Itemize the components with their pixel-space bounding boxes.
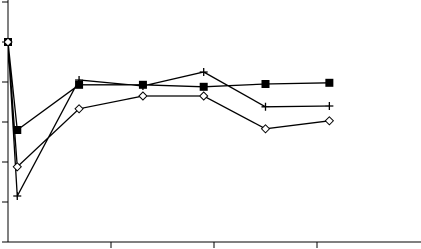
series-line — [7, 41, 330, 199]
marker — [74, 104, 84, 114]
marker — [199, 68, 208, 76]
marker — [138, 82, 147, 90]
series-line — [7, 41, 330, 132]
marker — [75, 80, 84, 89]
marker — [324, 116, 335, 126]
marker — [75, 76, 84, 84]
marker — [12, 162, 22, 172]
marker — [138, 91, 148, 101]
marker — [260, 124, 271, 134]
marker — [3, 37, 13, 47]
marker — [199, 82, 208, 91]
marker — [261, 102, 270, 111]
marker — [198, 91, 209, 101]
marker — [325, 102, 334, 110]
marker — [13, 126, 22, 134]
marker — [261, 80, 270, 88]
marker — [13, 192, 22, 200]
marker — [325, 78, 334, 87]
series-line — [7, 41, 330, 169]
